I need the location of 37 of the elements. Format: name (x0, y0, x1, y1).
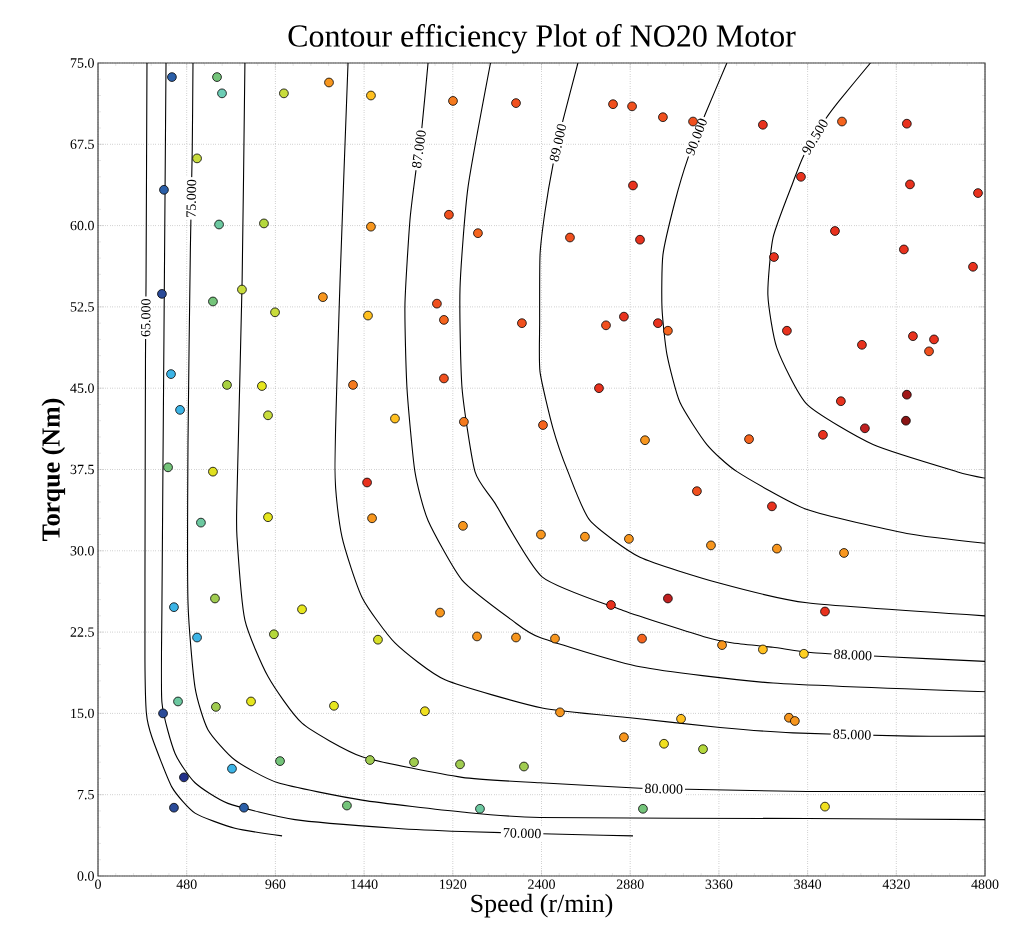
y-tick-label: 75.0 (70, 58, 94, 68)
text: 87.000 (412, 130, 426, 169)
y-tick-label: 15.0 (71, 708, 94, 719)
line-series (538, 62, 986, 617)
x-tick-label: 0 (95, 879, 101, 889)
x-tick-label: 2400 (528, 879, 555, 889)
y-tick-label: 52.5 (70, 302, 94, 312)
y-tick-label: 67.5 (70, 139, 94, 150)
x-tick-label: 4320 (882, 879, 910, 889)
x-tick-label: 2880 (616, 879, 644, 889)
text: 90.000 (685, 118, 707, 156)
y-tick-label: 0.0 (77, 871, 94, 881)
x-tick-label: 480 (176, 879, 197, 889)
series-label: 85.000 (833, 729, 871, 740)
line-series (767, 62, 986, 479)
y-tick-label: 30.0 (70, 546, 94, 556)
y-tick-label: 45.0 (70, 383, 94, 393)
text: 75.000 (186, 179, 197, 217)
series-label: 70.000 (503, 828, 541, 839)
chart-title: Contour efficiency Plot of NO20 Motor (288, 24, 796, 54)
y-tick-label: 7.5 (77, 790, 94, 800)
y-tick-label: 37.5 (70, 464, 94, 475)
x-tick-label: 3360 (705, 879, 733, 889)
text: 65.000 (140, 299, 151, 337)
x-tick-label: 1920 (440, 879, 467, 889)
x-axis-title: Speed (r/min) (471, 893, 613, 918)
text: 89.000 (549, 124, 567, 162)
x-tick-label: 960 (265, 879, 286, 889)
y-tick-label: 22.5 (70, 627, 94, 637)
y-axis-title: Torque (Nm) (41, 398, 66, 541)
line-series (160, 62, 634, 837)
y-tick-label: 60.0 (70, 220, 94, 231)
series-label: 88.000 (833, 649, 872, 661)
series-label: 80.000 (645, 783, 683, 794)
x-tick-label: 3840 (794, 879, 822, 889)
x-tick-label: 1440 (351, 879, 378, 889)
x-tick-label: 4800 (971, 879, 999, 889)
